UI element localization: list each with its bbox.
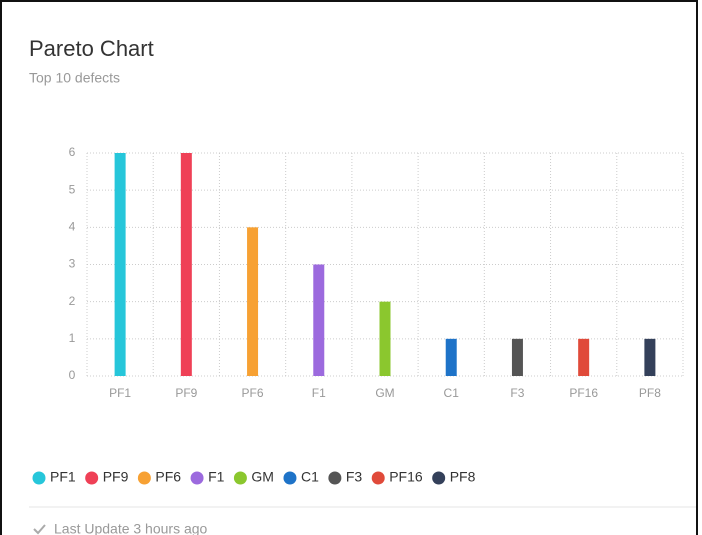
y-tick-label: 2 [69, 294, 76, 308]
y-tick-label: 5 [69, 182, 76, 196]
legend-label: PF6 [155, 469, 181, 485]
bar [644, 338, 656, 376]
legend-marker [32, 471, 46, 485]
bar [578, 338, 590, 376]
bar [379, 301, 391, 376]
legend-marker [233, 471, 247, 485]
check-icon [33, 524, 46, 535]
bar [114, 153, 126, 376]
legend-marker [371, 471, 385, 485]
bar [247, 227, 259, 376]
subtitle: Top 10 defects [29, 70, 120, 86]
legend-marker [190, 471, 204, 485]
legend-label: F1 [208, 469, 225, 485]
bar [511, 338, 523, 376]
legend-label: PF9 [103, 469, 129, 485]
bar [313, 264, 325, 376]
y-tick-label: 1 [69, 331, 76, 345]
x-tick-label: F3 [510, 386, 524, 400]
title: Pareto Chart [29, 36, 154, 61]
x-tick-label: PF1 [109, 386, 131, 400]
legend-label: GM [251, 469, 274, 485]
y-tick-label: 6 [69, 145, 76, 159]
x-tick-label: PF16 [569, 386, 598, 400]
y-tick-label: 3 [69, 257, 76, 271]
x-tick-label: C1 [444, 386, 460, 400]
legend-label: PF1 [50, 469, 76, 485]
footer-text: Last Update 3 hours ago [54, 521, 208, 535]
legend-label: C1 [301, 469, 319, 485]
x-tick-label: PF8 [639, 386, 661, 400]
legend-marker [328, 471, 342, 485]
bar [180, 153, 192, 376]
legend-label: PF16 [389, 469, 423, 485]
y-tick-label: 0 [69, 368, 76, 382]
x-tick-label: PF6 [242, 386, 264, 400]
y-tick-label: 4 [69, 220, 76, 234]
x-tick-label: PF9 [175, 386, 197, 400]
legend-marker [137, 471, 151, 485]
legend-marker [283, 471, 297, 485]
legend-label: F3 [346, 469, 363, 485]
legend-marker [432, 471, 446, 485]
legend-label: PF8 [450, 469, 476, 485]
bar [445, 338, 457, 376]
x-tick-label: F1 [312, 386, 326, 400]
legend-marker [85, 471, 99, 485]
x-tick-label: GM [375, 386, 394, 400]
